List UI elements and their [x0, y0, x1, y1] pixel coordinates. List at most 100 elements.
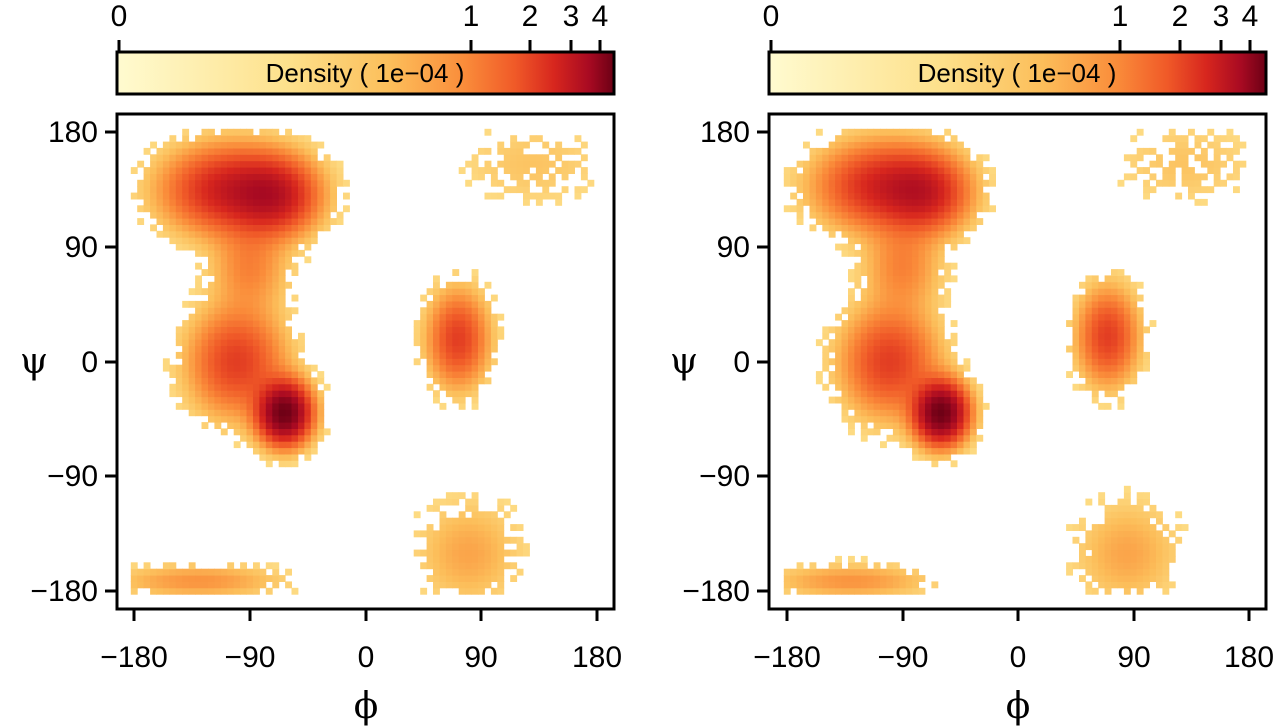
density-cell [1091, 371, 1099, 378]
density-cell [310, 434, 318, 442]
density-cell [188, 568, 196, 576]
density-cell [298, 332, 305, 340]
density-cell [253, 307, 260, 315]
density-cell [291, 186, 299, 194]
density-cell [220, 409, 228, 417]
density-cell [259, 186, 267, 194]
density-cell [1130, 504, 1138, 512]
density-cell [433, 294, 440, 302]
density-cell [285, 205, 292, 213]
density-cell [156, 568, 164, 576]
density-cell [471, 288, 479, 296]
density-cell [259, 141, 267, 149]
density-cell [433, 390, 440, 398]
density-cell [478, 511, 485, 519]
density-cell [905, 256, 913, 264]
density-cell [240, 211, 247, 219]
density-cell [580, 154, 588, 162]
density-cell [162, 358, 170, 366]
density-cell [828, 192, 836, 200]
density-cell [182, 186, 190, 194]
density-cell [439, 575, 447, 582]
density-cell [944, 173, 952, 181]
density-cell [169, 192, 177, 200]
density-cell [298, 249, 305, 257]
density-cell [310, 186, 318, 194]
density-cell [195, 358, 202, 366]
density-cell [220, 332, 228, 340]
density-cell [1226, 147, 1234, 155]
density-cell [1136, 364, 1144, 372]
density-cell [867, 269, 875, 276]
density-cell [848, 249, 855, 257]
density-cell [1117, 307, 1125, 315]
density-cell [227, 288, 235, 296]
density-cell [452, 345, 460, 353]
density-cell [803, 198, 810, 206]
density-cell [1091, 275, 1099, 283]
density-cell [336, 167, 344, 174]
density-cell [458, 288, 466, 296]
density-cell [214, 160, 222, 168]
density-cell [841, 249, 849, 257]
density-cell [937, 396, 945, 404]
density-cell [1130, 320, 1138, 327]
colorbar-tick-label: 2 [1172, 0, 1189, 33]
density-cell [227, 160, 235, 168]
density-cell [892, 179, 900, 187]
density-cell [822, 192, 830, 200]
density-cell [195, 198, 202, 206]
density-cell [246, 294, 254, 302]
density-cell [253, 275, 260, 283]
density-cell [899, 415, 907, 423]
density-cell [433, 281, 440, 289]
density-cell [317, 396, 325, 404]
density-cell [156, 198, 164, 206]
density-cell [1104, 275, 1112, 283]
density-cell [426, 536, 434, 544]
density-cell [304, 243, 312, 251]
density-cell [1156, 530, 1163, 538]
density-cell [214, 186, 222, 194]
density-cell [291, 383, 299, 391]
density-cell [304, 198, 312, 206]
density-cell [574, 160, 582, 168]
density-cell [892, 154, 900, 162]
density-cell [828, 198, 836, 206]
density-cell [950, 192, 958, 200]
density-cell [886, 186, 894, 194]
density-cell [240, 390, 247, 398]
density-cell [854, 332, 862, 340]
density-cell [1072, 562, 1080, 570]
density-cell [950, 205, 958, 213]
density-cell [265, 269, 273, 276]
density-cell [828, 147, 836, 155]
density-cell [854, 205, 862, 213]
density-cell [471, 390, 479, 398]
density-cell [510, 562, 518, 570]
density-cell [957, 409, 964, 417]
density-cell [253, 428, 260, 436]
density-cell [285, 179, 292, 187]
density-cell [278, 147, 286, 155]
density-cell [259, 173, 267, 181]
density-cell [452, 307, 460, 315]
density-cell [227, 313, 235, 321]
density-cell [240, 262, 247, 270]
density-cell [291, 587, 299, 595]
density-cell [201, 243, 209, 251]
density-cell [253, 581, 260, 589]
density-cell [259, 568, 267, 576]
density-cell [957, 383, 964, 391]
density-cell [880, 262, 887, 270]
density-cell [867, 192, 875, 200]
density-cell [503, 511, 511, 519]
density-cell [208, 320, 215, 327]
density-cell [860, 300, 868, 308]
density-cell [969, 160, 977, 168]
density-cell [873, 313, 881, 321]
density-cell [169, 147, 177, 155]
density-cell [201, 186, 209, 194]
density-cell [899, 422, 907, 429]
density-cell [886, 326, 894, 334]
